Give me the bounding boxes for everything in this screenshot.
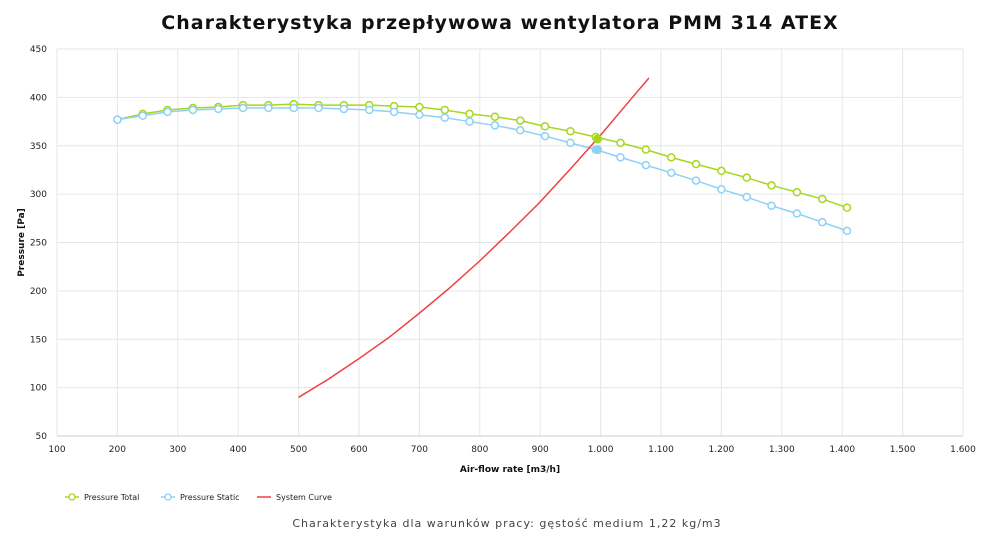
y-tick-label: 150 [30,335,47,345]
pressure-total-point [616,138,625,148]
chart-title: Charakterystyka przepływowa wentylatora … [161,12,839,34]
x-tick-label: 600 [350,445,367,455]
pressure-static-point [188,105,198,115]
y-tick-label: 50 [36,432,48,442]
x-tick-label: 400 [230,445,247,455]
chart-subtitle: Charakterystyka dla warunków pracy: gęst… [292,517,722,530]
pressure-static-point [389,107,399,117]
y-tick-label: 200 [30,287,47,297]
system-curve-legend-label: System Curve [276,493,332,502]
x-tick-label: 700 [411,445,428,455]
y-tick-label: 350 [30,142,47,152]
pressure-total-point [818,194,827,204]
pressure-total-point [566,126,575,136]
pressure-static-line [117,107,848,232]
y-tick-label: 450 [30,45,47,55]
x-tick-label: 1.400 [829,445,855,455]
pressure-total-line [117,103,848,209]
y-tick-label: 400 [30,93,47,103]
pressure-total-point [792,187,802,197]
pressure-static-point [516,126,525,135]
pressure-static-point [289,103,299,113]
x-tick-label: 1.100 [648,445,674,455]
pressure-total-point [842,203,852,212]
pressure-total-point [717,166,726,176]
x-tick-label: 1.600 [950,445,976,455]
pressure-total-point [440,105,450,115]
pressure-static-point [264,103,273,113]
operating-point-static [593,145,603,155]
pressure-total-point [516,116,525,125]
x-tick-label: 1.000 [588,445,614,455]
pressure-total-point [490,112,500,121]
x-tick-label: 800 [471,445,488,455]
x-tick-label: 300 [169,445,186,455]
x-tick-label: 1.500 [890,445,916,455]
pressure-static-point [238,103,248,113]
y-axis-label: Pressure [Pa] [17,208,27,277]
pressure-static-point [540,131,550,141]
y-tick-label: 300 [30,190,47,200]
pressure-total-point [465,109,474,119]
pressure-static-point [138,111,148,121]
pressure-static-point [641,160,651,170]
pressure-static-point [842,226,852,236]
pressure-total-point [767,181,776,190]
x-axis-label: Air-flow rate [m3/h] [460,465,560,475]
pressure-total-legend-label: Pressure Total [84,493,139,502]
pressure-static-point [818,217,827,227]
y-tick-label: 250 [30,239,47,249]
pressure-static-legend-label: Pressure Static [180,493,240,502]
pressure-static-point [616,153,625,162]
pressure-total-point [667,153,676,162]
pressure-static-legend-marker [164,493,172,501]
pressure-static-point [163,107,172,117]
pressure-static-point [717,185,726,194]
pressure-static-point [767,201,776,210]
pressure-static-point [339,104,349,114]
system-curve-line [298,77,650,398]
pressure-static-point [465,117,474,126]
pressure-static-point [113,115,122,124]
pressure-total-point [415,102,424,112]
pressure-static-point [314,103,323,113]
pressure-static-point [566,138,575,148]
pressure-static-point [214,104,223,114]
pressure-total-point [540,122,550,131]
x-tick-label: 1.200 [709,445,735,455]
pressure-static-point [440,113,450,122]
pressure-static-point [691,176,701,185]
pressure-total-point [742,173,752,182]
pressure-static-point [742,192,752,202]
pressure-static-point [792,209,802,218]
pressure-total-legend-marker [68,493,76,501]
pressure-total-point [641,145,651,154]
x-tick-label: 1.300 [769,445,795,455]
pressure-static-point [365,105,374,115]
x-tick-label: 100 [48,445,65,455]
y-tick-label: 100 [30,384,47,394]
pressure-static-point [667,168,676,178]
pressure-static-point [415,110,424,120]
operating-point-total [593,134,603,144]
x-tick-label: 900 [532,445,549,455]
pressure-total-point [691,159,701,169]
pressure-static-point [490,121,500,130]
x-tick-label: 200 [109,445,126,455]
x-tick-label: 500 [290,445,307,455]
